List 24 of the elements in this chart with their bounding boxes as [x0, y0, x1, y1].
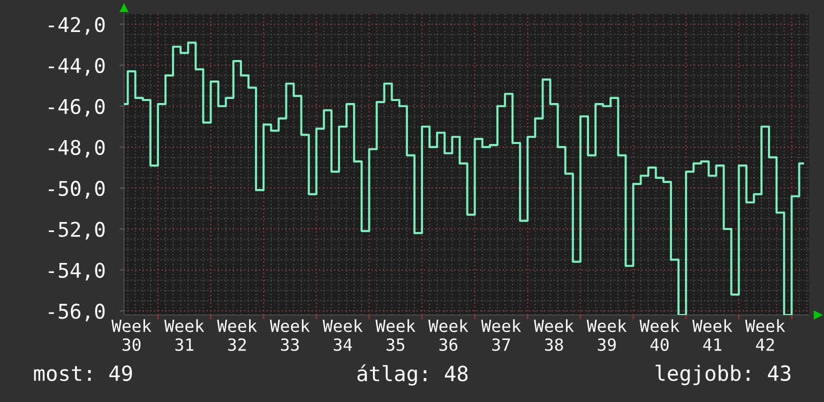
- x-tick-label: Week 35: [376, 319, 416, 351]
- y-tick-label: -46,0: [48, 98, 105, 117]
- x-tick-label: Week 40: [640, 319, 680, 351]
- y-tick-label: -54,0: [48, 262, 105, 280]
- x-tick-label: Week 37: [481, 319, 522, 351]
- x-tick-label: Week 31: [164, 319, 204, 351]
- x-tick-label: Week 33: [270, 319, 310, 351]
- x-tick-label: Week 32: [217, 319, 257, 351]
- y-tick-label: -42,0: [48, 16, 105, 35]
- y-tick-label: -50,0: [48, 180, 105, 199]
- x-tick-label: Week 34: [322, 319, 363, 351]
- x-tick-label: Week 42: [745, 319, 786, 351]
- x-tick-label: Week 38: [534, 319, 574, 351]
- y-tick-label: -52,0: [48, 222, 105, 240]
- text: legjobb: 43: [656, 364, 790, 386]
- y-tick-label: -56,0: [48, 304, 105, 322]
- y-tick-label: -48,0: [48, 140, 105, 158]
- x-tick-label: Week 39: [586, 319, 627, 351]
- y-tick-label: -44,0: [48, 58, 105, 76]
- x-tick-label: Week 30: [111, 319, 152, 351]
- text: most: 49: [34, 365, 132, 382]
- x-tick-label: Week 36: [428, 319, 468, 351]
- x-tick-label: Week 41: [692, 319, 732, 351]
- text: átlag: 48: [357, 364, 468, 386]
